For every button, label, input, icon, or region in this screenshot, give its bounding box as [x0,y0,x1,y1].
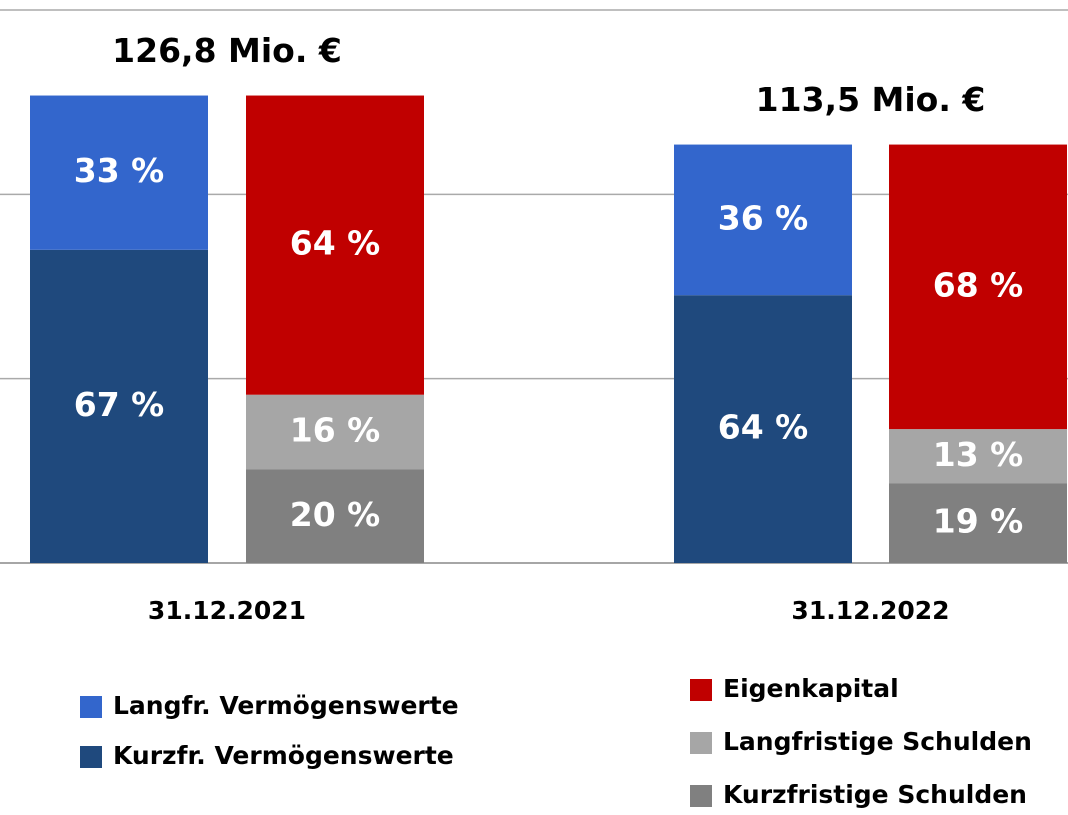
legend-swatch [80,746,102,768]
legend-label: Langfristige Schulden [723,727,1032,756]
segment-label: 64 % [718,408,808,447]
bar-segment [246,394,424,470]
total-label: 113,5 Mio. € [756,80,986,119]
bar-segment [889,429,1067,484]
legend-swatch [80,696,102,718]
legend-swatch [690,785,712,807]
segment-label: 16 % [290,411,380,450]
segment-label: 20 % [290,495,380,534]
segment-label: 68 % [933,265,1023,304]
bar-segment [246,95,424,395]
bar-segment [889,144,1067,430]
bar-segment [674,295,852,563]
segment-label: 13 % [933,435,1023,474]
legend-swatch [690,732,712,754]
bar-segment [674,144,852,296]
bar-segment [889,483,1067,563]
total-label: 126,8 Mio. € [112,31,342,70]
segment-label: 33 % [74,151,164,190]
segment-label: 19 % [933,502,1023,541]
segment-label: 67 % [74,385,164,424]
legend-label: Kurzfr. Vermögenswerte [113,741,454,770]
segment-label: 64 % [290,224,380,263]
bar-segment [30,95,208,250]
bar-segment [30,249,208,564]
legend-label: Eigenkapital [723,674,899,703]
bar-segment [246,469,424,563]
segment-label: 36 % [718,198,808,237]
x-tick-label: 31.12.2022 [791,596,949,625]
x-tick-label: 31.12.2021 [148,596,306,625]
legend-label: Kurzfristige Schulden [723,780,1027,809]
legend-label: Langfr. Vermögenswerte [113,691,459,720]
legend-swatch [690,679,712,701]
